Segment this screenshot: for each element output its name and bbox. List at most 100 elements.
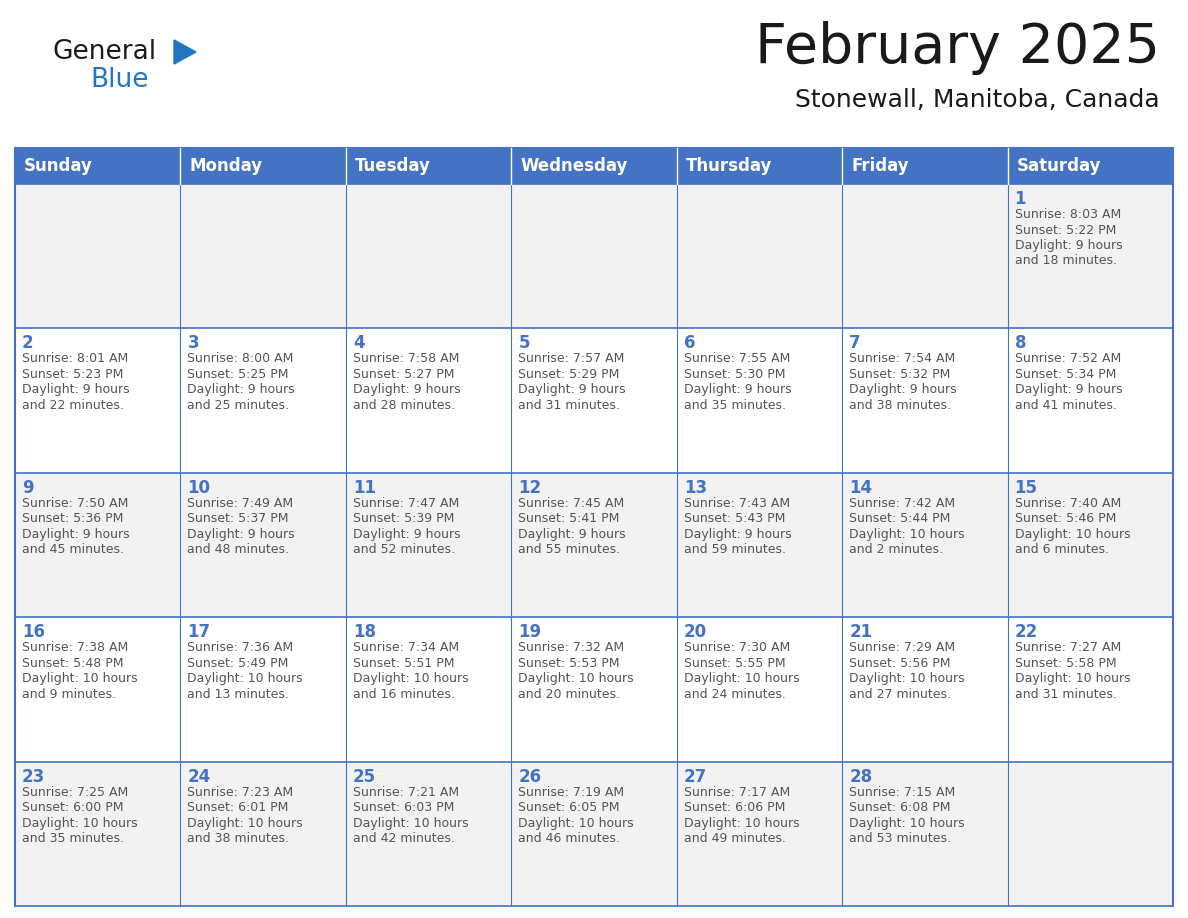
Text: and 35 minutes.: and 35 minutes.: [23, 832, 124, 845]
Text: Daylight: 10 hours: Daylight: 10 hours: [353, 817, 468, 830]
Text: Sunset: 5:39 PM: Sunset: 5:39 PM: [353, 512, 454, 525]
Text: Sunset: 5:23 PM: Sunset: 5:23 PM: [23, 368, 124, 381]
Text: and 38 minutes.: and 38 minutes.: [849, 399, 952, 412]
Text: 16: 16: [23, 623, 45, 641]
Text: and 41 minutes.: and 41 minutes.: [1015, 399, 1117, 412]
Text: Sunrise: 7:23 AM: Sunrise: 7:23 AM: [188, 786, 293, 799]
Text: Sunrise: 7:32 AM: Sunrise: 7:32 AM: [518, 641, 625, 655]
Bar: [15, 329, 1173, 473]
Text: Sunset: 6:03 PM: Sunset: 6:03 PM: [353, 801, 454, 814]
Text: Sunrise: 7:25 AM: Sunrise: 7:25 AM: [23, 786, 128, 799]
Bar: [677, 148, 842, 184]
Text: and 49 minutes.: and 49 minutes.: [684, 832, 785, 845]
Text: and 45 minutes.: and 45 minutes.: [23, 543, 124, 556]
Text: Sunset: 6:06 PM: Sunset: 6:06 PM: [684, 801, 785, 814]
Text: Daylight: 10 hours: Daylight: 10 hours: [353, 672, 468, 685]
Text: and 59 minutes.: and 59 minutes.: [684, 543, 785, 556]
Text: and 22 minutes.: and 22 minutes.: [23, 399, 124, 412]
Text: and 27 minutes.: and 27 minutes.: [849, 688, 952, 700]
Text: Sunrise: 7:29 AM: Sunrise: 7:29 AM: [849, 641, 955, 655]
Text: and 35 minutes.: and 35 minutes.: [684, 399, 785, 412]
Text: Daylight: 10 hours: Daylight: 10 hours: [518, 817, 634, 830]
Text: Blue: Blue: [90, 67, 148, 93]
Text: Sunrise: 7:17 AM: Sunrise: 7:17 AM: [684, 786, 790, 799]
Text: Sunset: 5:22 PM: Sunset: 5:22 PM: [1015, 223, 1116, 237]
Text: Sunrise: 7:15 AM: Sunrise: 7:15 AM: [849, 786, 955, 799]
Bar: [346, 148, 511, 184]
Text: and 16 minutes.: and 16 minutes.: [353, 688, 455, 700]
Text: and 52 minutes.: and 52 minutes.: [353, 543, 455, 556]
Text: Sunset: 6:01 PM: Sunset: 6:01 PM: [188, 801, 289, 814]
Polygon shape: [173, 39, 196, 64]
Text: Daylight: 10 hours: Daylight: 10 hours: [188, 672, 303, 685]
Bar: [511, 148, 677, 184]
Text: Friday: Friday: [851, 157, 909, 175]
Text: Daylight: 9 hours: Daylight: 9 hours: [849, 384, 956, 397]
Text: Daylight: 10 hours: Daylight: 10 hours: [849, 528, 965, 541]
Bar: [1007, 148, 1173, 184]
Text: and 31 minutes.: and 31 minutes.: [1015, 688, 1117, 700]
Text: General: General: [52, 39, 156, 65]
Text: 1: 1: [1015, 190, 1026, 208]
Text: Sunset: 6:05 PM: Sunset: 6:05 PM: [518, 801, 620, 814]
Text: 8: 8: [1015, 334, 1026, 353]
Text: Sunday: Sunday: [24, 157, 93, 175]
Text: 22: 22: [1015, 623, 1038, 641]
Text: Daylight: 9 hours: Daylight: 9 hours: [23, 528, 129, 541]
Bar: [842, 148, 1007, 184]
Text: and 13 minutes.: and 13 minutes.: [188, 688, 290, 700]
Text: Daylight: 9 hours: Daylight: 9 hours: [353, 384, 461, 397]
Text: 14: 14: [849, 479, 872, 497]
Text: Daylight: 10 hours: Daylight: 10 hours: [684, 817, 800, 830]
Text: Daylight: 9 hours: Daylight: 9 hours: [188, 528, 295, 541]
Bar: [15, 617, 1173, 762]
Text: Sunrise: 7:36 AM: Sunrise: 7:36 AM: [188, 641, 293, 655]
Text: Daylight: 9 hours: Daylight: 9 hours: [684, 384, 791, 397]
Text: and 53 minutes.: and 53 minutes.: [849, 832, 952, 845]
Text: 24: 24: [188, 767, 210, 786]
Text: and 28 minutes.: and 28 minutes.: [353, 399, 455, 412]
Text: Sunrise: 7:47 AM: Sunrise: 7:47 AM: [353, 497, 459, 509]
Text: Daylight: 10 hours: Daylight: 10 hours: [188, 817, 303, 830]
Text: 17: 17: [188, 623, 210, 641]
Text: 6: 6: [684, 334, 695, 353]
Text: Sunrise: 7:49 AM: Sunrise: 7:49 AM: [188, 497, 293, 509]
Text: Sunrise: 7:43 AM: Sunrise: 7:43 AM: [684, 497, 790, 509]
Text: Sunset: 5:30 PM: Sunset: 5:30 PM: [684, 368, 785, 381]
Text: Daylight: 9 hours: Daylight: 9 hours: [518, 528, 626, 541]
Text: Daylight: 10 hours: Daylight: 10 hours: [23, 817, 138, 830]
Text: Sunset: 5:41 PM: Sunset: 5:41 PM: [518, 512, 620, 525]
Text: and 46 minutes.: and 46 minutes.: [518, 832, 620, 845]
Text: Daylight: 9 hours: Daylight: 9 hours: [1015, 239, 1123, 252]
Text: Daylight: 10 hours: Daylight: 10 hours: [1015, 528, 1130, 541]
Bar: [15, 148, 181, 184]
Text: 2: 2: [23, 334, 33, 353]
Text: 7: 7: [849, 334, 861, 353]
Text: and 6 minutes.: and 6 minutes.: [1015, 543, 1108, 556]
Text: and 2 minutes.: and 2 minutes.: [849, 543, 943, 556]
Text: Daylight: 9 hours: Daylight: 9 hours: [353, 528, 461, 541]
Text: 18: 18: [353, 623, 375, 641]
Text: Sunset: 5:49 PM: Sunset: 5:49 PM: [188, 656, 289, 670]
Text: 27: 27: [684, 767, 707, 786]
Text: 13: 13: [684, 479, 707, 497]
Text: Sunrise: 8:00 AM: Sunrise: 8:00 AM: [188, 353, 293, 365]
Text: 11: 11: [353, 479, 375, 497]
Text: Sunset: 6:08 PM: Sunset: 6:08 PM: [849, 801, 950, 814]
Text: 23: 23: [23, 767, 45, 786]
Bar: [15, 473, 1173, 617]
Text: Sunrise: 7:40 AM: Sunrise: 7:40 AM: [1015, 497, 1120, 509]
Text: 9: 9: [23, 479, 33, 497]
Text: Sunset: 5:48 PM: Sunset: 5:48 PM: [23, 656, 124, 670]
Text: Sunrise: 7:30 AM: Sunrise: 7:30 AM: [684, 641, 790, 655]
Text: Sunrise: 7:27 AM: Sunrise: 7:27 AM: [1015, 641, 1120, 655]
Text: Sunrise: 7:38 AM: Sunrise: 7:38 AM: [23, 641, 128, 655]
Text: Sunrise: 7:58 AM: Sunrise: 7:58 AM: [353, 353, 460, 365]
Text: February 2025: February 2025: [756, 21, 1159, 75]
Text: Sunrise: 7:42 AM: Sunrise: 7:42 AM: [849, 497, 955, 509]
Text: Sunset: 5:36 PM: Sunset: 5:36 PM: [23, 512, 124, 525]
Text: Sunset: 5:55 PM: Sunset: 5:55 PM: [684, 656, 785, 670]
Bar: [15, 184, 1173, 329]
Text: Sunrise: 7:45 AM: Sunrise: 7:45 AM: [518, 497, 625, 509]
Text: Sunrise: 7:21 AM: Sunrise: 7:21 AM: [353, 786, 459, 799]
